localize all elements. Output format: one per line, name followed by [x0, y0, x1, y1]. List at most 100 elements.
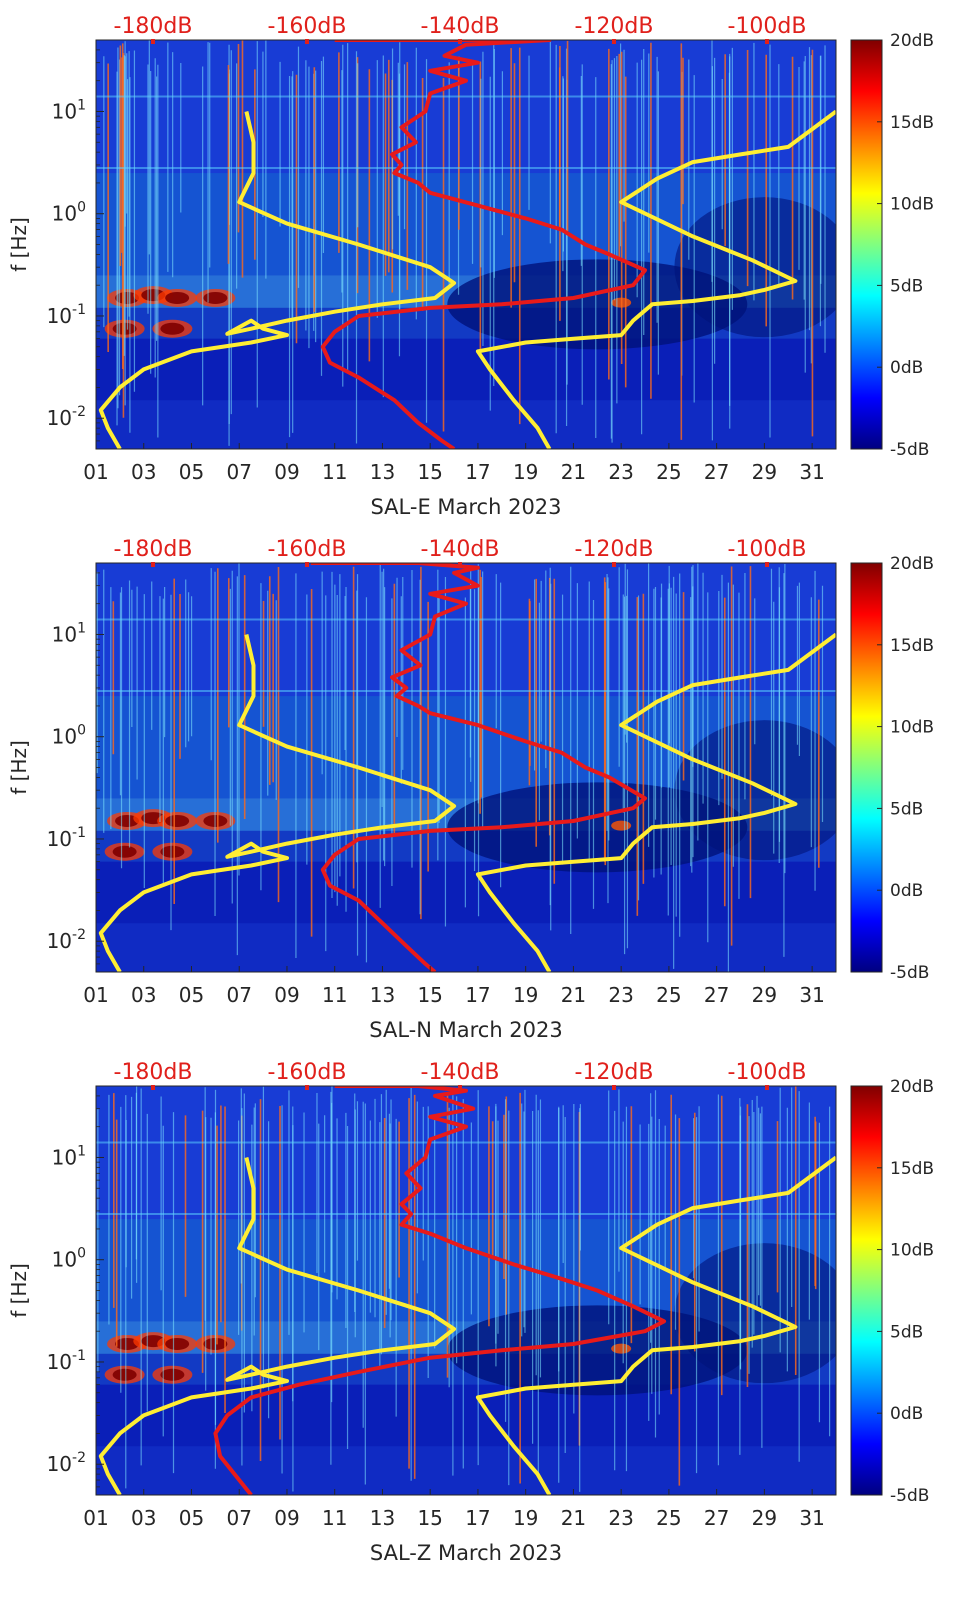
- x-tick-label: 05: [179, 1506, 204, 1530]
- x-tick-label: 21: [561, 460, 586, 484]
- x-tick-label: 03: [131, 983, 156, 1007]
- top-axis-label: -120dB: [575, 537, 654, 562]
- y-tick-label: 10-2: [47, 927, 86, 953]
- high-noise-model-line: [475, 1155, 836, 1495]
- top-axis-label: -160dB: [268, 1060, 347, 1085]
- top-axis-tick: [151, 562, 155, 567]
- y-tick-label: 10-2: [47, 1450, 86, 1476]
- y-axis-label: f [Hz]: [7, 1263, 31, 1318]
- y-tick-label: 10-1: [47, 1348, 86, 1374]
- microseism-peak: [165, 1337, 190, 1350]
- x-tick-label: 27: [704, 1506, 729, 1530]
- x-tick-label: 29: [752, 460, 777, 484]
- y-tick-label: 101: [52, 1143, 86, 1169]
- colorbar-label: 20dB: [890, 1077, 934, 1097]
- top-axis-tick: [458, 1085, 462, 1090]
- microseism-peak: [203, 291, 228, 304]
- colorbar-label: 0dB: [890, 881, 923, 901]
- x-tick-label: 17: [465, 1506, 490, 1530]
- top-axis-label: -140dB: [421, 1060, 500, 1085]
- x-tick-label: 05: [179, 460, 204, 484]
- top-axis-tick: [612, 562, 616, 567]
- x-tick-label: 03: [131, 1506, 156, 1530]
- quiet-region: [447, 1305, 748, 1396]
- top-axis-tick: [305, 1085, 309, 1090]
- x-tick-label: 23: [608, 983, 633, 1007]
- x-tick-label: 27: [704, 983, 729, 1007]
- colorbar-label: 5dB: [890, 799, 923, 819]
- colorbar-label: 15dB: [890, 1159, 934, 1179]
- x-tick-label: 21: [561, 1506, 586, 1530]
- top-axis-tick: [305, 562, 309, 567]
- x-tick-label: 19: [513, 1506, 538, 1530]
- low-noise-model-line: [98, 1157, 457, 1495]
- x-tick-label: 05: [179, 983, 204, 1007]
- top-axis-tick: [612, 39, 616, 44]
- x-tick-label: 25: [656, 983, 681, 1007]
- x-tick-label: 23: [608, 460, 633, 484]
- psd-line: [213, 1086, 667, 1495]
- x-tick-label: 11: [322, 983, 347, 1007]
- colorbar: [850, 1085, 883, 1496]
- microseism-peak: [160, 1368, 185, 1381]
- top-axis-label: -120dB: [575, 14, 654, 39]
- x-tick-label: 15: [417, 460, 442, 484]
- top-axis-label: -100dB: [728, 537, 807, 562]
- x-tick-label: 15: [417, 983, 442, 1007]
- colorbar-label: -5dB: [890, 963, 929, 983]
- x-tick-label: 01: [83, 460, 108, 484]
- x-axis-label: SAL-E March 2023: [370, 495, 561, 519]
- x-axis-label: SAL-Z March 2023: [370, 1541, 562, 1565]
- colorbar-label: 20dB: [890, 554, 934, 574]
- spectrogram-panel: 01 03 05 07 09 11 13 15 17 19 21 23 25 27 29 31 10-2 10-1…: [7, 14, 934, 519]
- spectrogram-band: [96, 923, 836, 972]
- top-axis-label: -140dB: [421, 14, 500, 39]
- x-tick-label: 07: [226, 983, 251, 1007]
- spectrogram-band: [96, 563, 836, 697]
- x-tick-label: 11: [322, 460, 347, 484]
- y-tick-label: 10-1: [47, 302, 86, 328]
- y-tick-label: 100: [52, 1246, 86, 1272]
- x-tick-label: 29: [752, 1506, 777, 1530]
- top-axis-label: -160dB: [268, 14, 347, 39]
- quiet-region: [447, 259, 748, 350]
- spectrogram-panel: 01 03 05 07 09 11 13 15 17 19 21 23 25 27 29 31 10-2 10-1…: [7, 537, 934, 1042]
- top-axis-tick: [612, 1085, 616, 1090]
- top-axis-tick: [305, 39, 309, 44]
- high-noise-model-line: [475, 632, 836, 972]
- psd-line: [320, 40, 647, 449]
- x-tick-label: 03: [131, 460, 156, 484]
- colorbar-label: 15dB: [890, 636, 934, 656]
- x-tick-label: 27: [704, 460, 729, 484]
- x-tick-label: 15: [417, 1506, 442, 1530]
- y-tick-label: 100: [52, 723, 86, 749]
- colorbar-label: 10dB: [890, 718, 934, 738]
- x-tick-label: 11: [322, 1506, 347, 1530]
- x-tick-label: 29: [752, 983, 777, 1007]
- colorbar: [850, 562, 883, 973]
- top-axis-label: -140dB: [421, 537, 500, 562]
- x-tick-label: 31: [799, 1506, 824, 1530]
- colorbar-label: 15dB: [890, 113, 934, 133]
- x-tick-label: 19: [513, 460, 538, 484]
- microseism-peak: [165, 291, 190, 304]
- x-tick-label: 21: [561, 983, 586, 1007]
- top-axis-tick: [765, 1085, 769, 1090]
- x-tick-label: 17: [465, 460, 490, 484]
- x-tick-label: 07: [226, 1506, 251, 1530]
- colorbar-label: -5dB: [890, 440, 929, 460]
- plot-area: [96, 1086, 836, 1495]
- x-tick-label: 19: [513, 983, 538, 1007]
- x-tick-label: 17: [465, 983, 490, 1007]
- top-axis-tick: [765, 39, 769, 44]
- colorbar: [850, 39, 883, 450]
- x-tick-label: 13: [370, 1506, 395, 1530]
- top-axis-tick: [151, 39, 155, 44]
- microseism-peak: [160, 845, 185, 858]
- x-tick-label: 13: [370, 460, 395, 484]
- spectrogram-band: [96, 400, 836, 449]
- x-tick-label: 01: [83, 1506, 108, 1530]
- top-axis-label: -180dB: [114, 14, 193, 39]
- top-axis-label: -180dB: [114, 1060, 193, 1085]
- psd-line: [310, 563, 647, 972]
